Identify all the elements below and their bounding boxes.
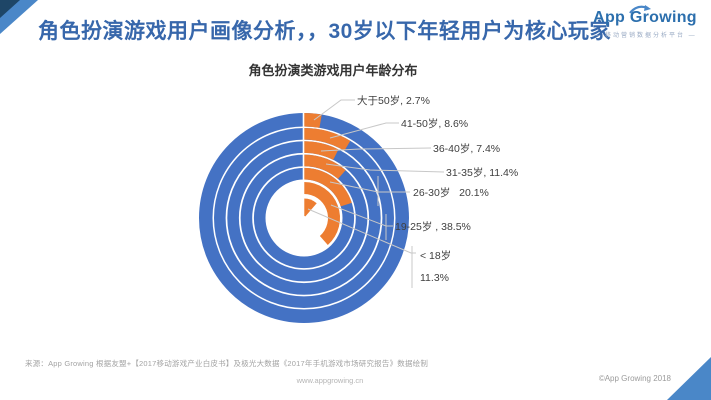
ribbon-dark-triangle [0, 0, 20, 18]
page-title: 角色扮演游戏用户画像分析，，30岁以下年轻用户为核心玩家 [38, 20, 611, 43]
logo-arrow-icon [629, 5, 651, 14]
chart-label-19-25: 19-25岁 , 38.5% [395, 221, 471, 233]
source-note: 来源：App Growing 根据友盟+【2017移动游戏产业白皮书】及极光大数… [25, 359, 429, 368]
logo-brand: App Growing [589, 5, 701, 27]
age-arc-0 [303, 113, 322, 128]
age-arc-3 [303, 154, 346, 180]
corner-triangle-icon [667, 357, 711, 400]
center-dot [302, 216, 306, 220]
chart-label-26-30: 26-30岁 20.1% [413, 187, 489, 199]
leader-line-6 [307, 208, 416, 254]
logo-brand-text: App Growing [593, 9, 697, 26]
chart-title: 角色扮演类游戏用户年龄分布 [248, 63, 418, 78]
chart-label-41-50: 41-50岁, 8.6% [401, 118, 469, 130]
age-arc-5 [303, 182, 340, 245]
logo-tagline: — 移动营销数据分析平台 — [593, 33, 697, 39]
website-url: www.appgrowing.cn [296, 376, 364, 385]
leader-line-3 [325, 163, 445, 173]
age-arc-1 [303, 128, 351, 151]
chart-label-under18: < 18岁 11.3% [420, 250, 452, 284]
corner-ribbon-icon [0, 0, 38, 34]
leader-line-2 [320, 147, 432, 152]
app-growing-logo: App Growing — 移动营销数据分析平台 — [589, 5, 701, 39]
age-arc-6 [304, 198, 317, 218]
chart-label-over50: 大于50岁, 2.7% [357, 95, 430, 107]
leader-line-0 [313, 99, 355, 121]
leader-line-1 [329, 122, 399, 139]
chart-label-36-40: 36-40岁, 7.4% [433, 143, 501, 155]
copyright: ©App Growing 2018 [598, 374, 671, 383]
age-arc-2 [303, 141, 339, 160]
chart-label-31-35: 31-35岁, 11.4% [446, 167, 519, 179]
